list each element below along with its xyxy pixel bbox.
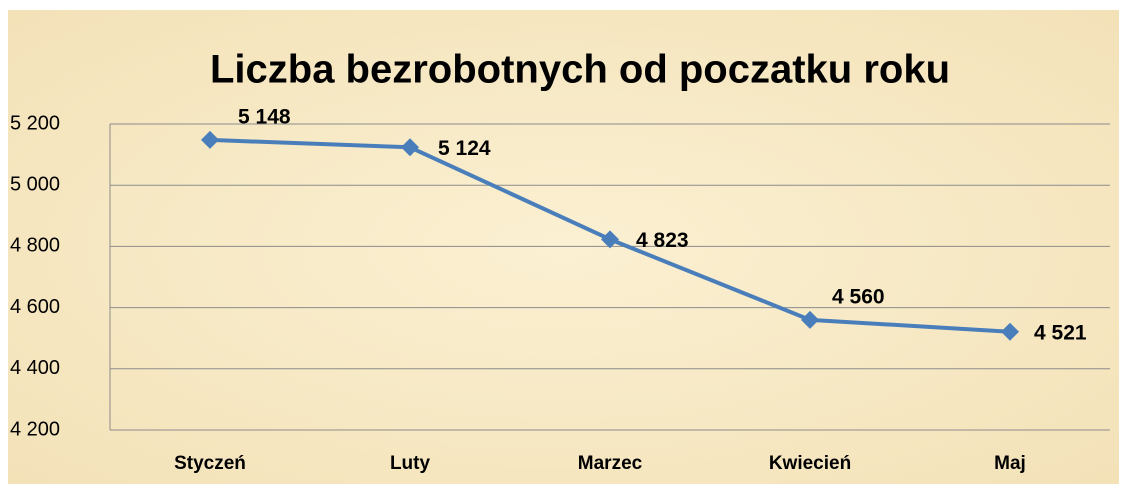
data-label: 4 521 [1034,321,1087,344]
data-label: 4 823 [636,229,689,252]
marker [401,138,419,157]
y-tick-label: 4 800 [10,235,60,257]
y-tick-label: 4 200 [10,418,60,440]
y-tick-label: 4 600 [10,296,60,318]
marker [1001,322,1019,341]
x-tick-label: Luty [390,453,431,474]
marker [601,230,619,249]
y-tick-label: 5 000 [10,173,60,195]
chart-title: Liczba bezrobotnych od poczatku roku [210,48,950,92]
y-tick-label: 5 200 [10,112,60,134]
x-tick-label: Maj [994,453,1026,474]
data-label: 4 560 [832,285,885,308]
x-tick-label: Kwiecień [769,453,851,474]
x-tick-label: Styczeń [174,453,246,474]
data-label: 5 124 [438,137,491,160]
data-label: 5 148 [238,105,291,128]
x-tick-label: Marzec [578,453,643,474]
chart-background [8,10,1119,484]
y-tick-label: 4 400 [10,357,60,379]
marker [801,310,819,329]
marker [201,130,219,149]
